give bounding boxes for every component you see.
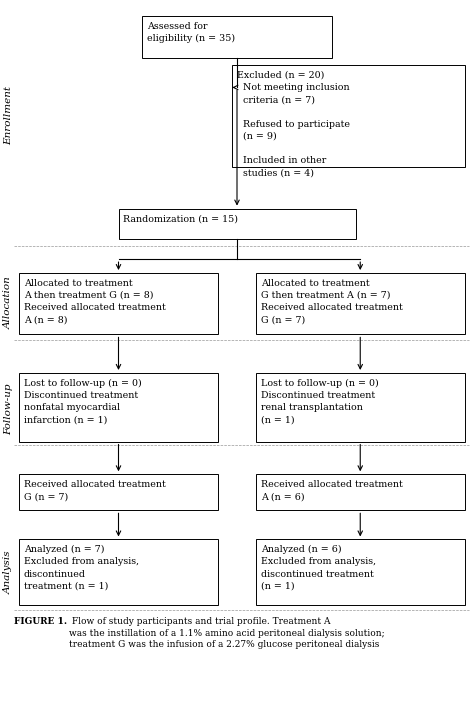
Text: Analyzed (n = 7)
Excluded from analysis,
discontinued
treatment (n = 1): Analyzed (n = 7) Excluded from analysis,… bbox=[24, 545, 139, 591]
Text: Received allocated treatment
A (n = 6): Received allocated treatment A (n = 6) bbox=[261, 480, 402, 501]
Text: Follow-up: Follow-up bbox=[4, 383, 13, 435]
Text: Received allocated treatment
G (n = 7): Received allocated treatment G (n = 7) bbox=[24, 480, 165, 501]
Text: Flow of study participants and trial profile. Treatment A
was the instillation o: Flow of study participants and trial pro… bbox=[69, 617, 384, 649]
Text: Lost to follow-up (n = 0)
Discontinued treatment
nonfatal myocardial
infarction : Lost to follow-up (n = 0) Discontinued t… bbox=[24, 379, 141, 424]
FancyBboxPatch shape bbox=[19, 539, 218, 605]
FancyBboxPatch shape bbox=[256, 539, 465, 605]
Text: FIGURE 1.: FIGURE 1. bbox=[14, 617, 67, 626]
FancyBboxPatch shape bbox=[232, 65, 465, 167]
Text: Excluded (n = 20)
  Not meeting inclusion
  criteria (n = 7)

  Refused to parti: Excluded (n = 20) Not meeting inclusion … bbox=[237, 71, 350, 177]
Text: Analysis: Analysis bbox=[4, 550, 13, 594]
FancyBboxPatch shape bbox=[19, 474, 218, 510]
Text: Enrollment: Enrollment bbox=[4, 86, 13, 146]
Text: Randomization (n = 15): Randomization (n = 15) bbox=[123, 214, 238, 223]
Text: Allocation: Allocation bbox=[4, 277, 13, 329]
FancyBboxPatch shape bbox=[256, 474, 465, 510]
Text: Assessed for
eligibility (n = 35): Assessed for eligibility (n = 35) bbox=[147, 22, 235, 43]
FancyBboxPatch shape bbox=[256, 373, 465, 442]
FancyBboxPatch shape bbox=[19, 373, 218, 442]
FancyBboxPatch shape bbox=[118, 209, 356, 239]
FancyBboxPatch shape bbox=[19, 273, 218, 334]
FancyBboxPatch shape bbox=[256, 273, 465, 334]
Text: Analyzed (n = 6)
Excluded from analysis,
discontinued treatment
(n = 1): Analyzed (n = 6) Excluded from analysis,… bbox=[261, 545, 376, 591]
FancyBboxPatch shape bbox=[142, 16, 332, 58]
Text: Lost to follow-up (n = 0)
Discontinued treatment
renal transplantation
(n = 1): Lost to follow-up (n = 0) Discontinued t… bbox=[261, 379, 378, 424]
Text: Allocated to treatment
G then treatment A (n = 7)
Received allocated treatment
G: Allocated to treatment G then treatment … bbox=[261, 279, 402, 324]
Text: Allocated to treatment
A then treatment G (n = 8)
Received allocated treatment
A: Allocated to treatment A then treatment … bbox=[24, 279, 165, 324]
